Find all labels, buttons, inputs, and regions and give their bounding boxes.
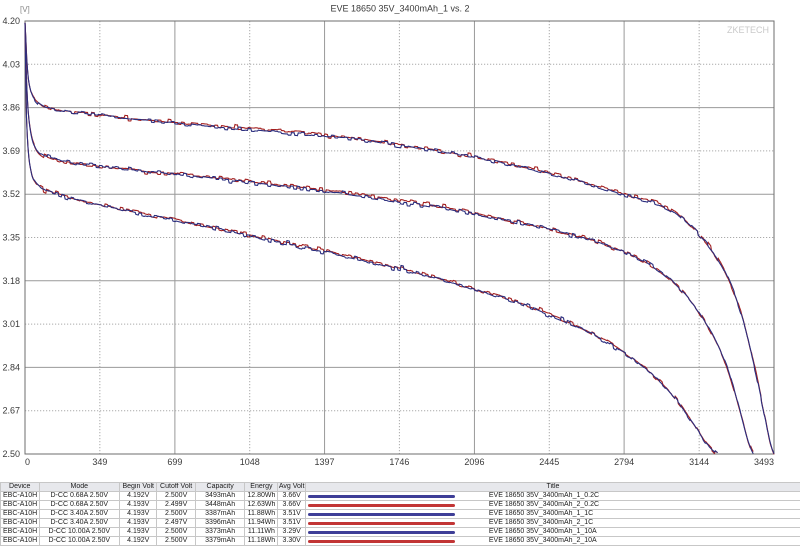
svg-text:3.69: 3.69 [2,146,20,156]
svg-text:[V]: [V] [20,5,30,14]
svg-text:4.03: 4.03 [2,59,20,69]
svg-text:ZKETECH: ZKETECH [727,25,769,35]
svg-text:4.20: 4.20 [2,16,20,26]
svg-text:EVE 18650 35V_3400mAh_1 vs. 2: EVE 18650 35V_3400mAh_1 vs. 2 [330,4,469,14]
svg-text:2.67: 2.67 [2,406,20,416]
svg-text:3.86: 3.86 [2,103,20,113]
svg-text:1746: 1746 [389,457,409,467]
svg-text:3.35: 3.35 [2,233,20,243]
svg-text:0: 0 [25,457,30,467]
svg-text:2096: 2096 [464,457,484,467]
svg-text:3144: 3144 [689,457,709,467]
svg-text:2794: 2794 [614,457,634,467]
svg-text:3493: 3493 [754,457,774,467]
svg-text:2.84: 2.84 [2,362,20,372]
svg-text:1397: 1397 [315,457,335,467]
svg-text:699: 699 [167,457,182,467]
svg-text:2.50: 2.50 [2,449,20,459]
svg-text:1048: 1048 [240,457,260,467]
svg-text:3.52: 3.52 [2,189,20,199]
svg-text:3.18: 3.18 [2,276,20,286]
svg-text:349: 349 [92,457,107,467]
svg-text:3.01: 3.01 [2,319,20,329]
svg-text:2445: 2445 [539,457,559,467]
